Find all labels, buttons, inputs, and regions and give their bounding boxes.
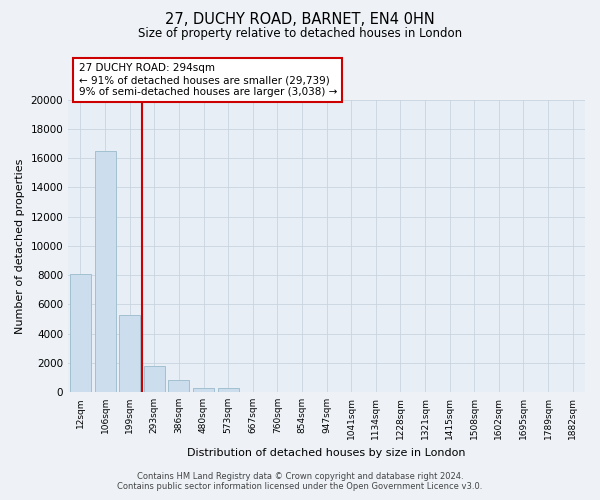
Bar bbox=[193, 388, 214, 392]
Text: 27, DUCHY ROAD, BARNET, EN4 0HN: 27, DUCHY ROAD, BARNET, EN4 0HN bbox=[165, 12, 435, 28]
Bar bbox=[218, 388, 239, 392]
Bar bbox=[95, 151, 116, 392]
Bar bbox=[119, 314, 140, 392]
X-axis label: Distribution of detached houses by size in London: Distribution of detached houses by size … bbox=[187, 448, 466, 458]
Y-axis label: Number of detached properties: Number of detached properties bbox=[15, 158, 25, 334]
Bar bbox=[144, 366, 165, 392]
Text: Size of property relative to detached houses in London: Size of property relative to detached ho… bbox=[138, 28, 462, 40]
Bar bbox=[169, 380, 190, 392]
Text: 27 DUCHY ROAD: 294sqm
← 91% of detached houses are smaller (29,739)
9% of semi-d: 27 DUCHY ROAD: 294sqm ← 91% of detached … bbox=[79, 64, 337, 96]
Bar bbox=[70, 274, 91, 392]
Text: Contains HM Land Registry data © Crown copyright and database right 2024.
Contai: Contains HM Land Registry data © Crown c… bbox=[118, 472, 482, 491]
